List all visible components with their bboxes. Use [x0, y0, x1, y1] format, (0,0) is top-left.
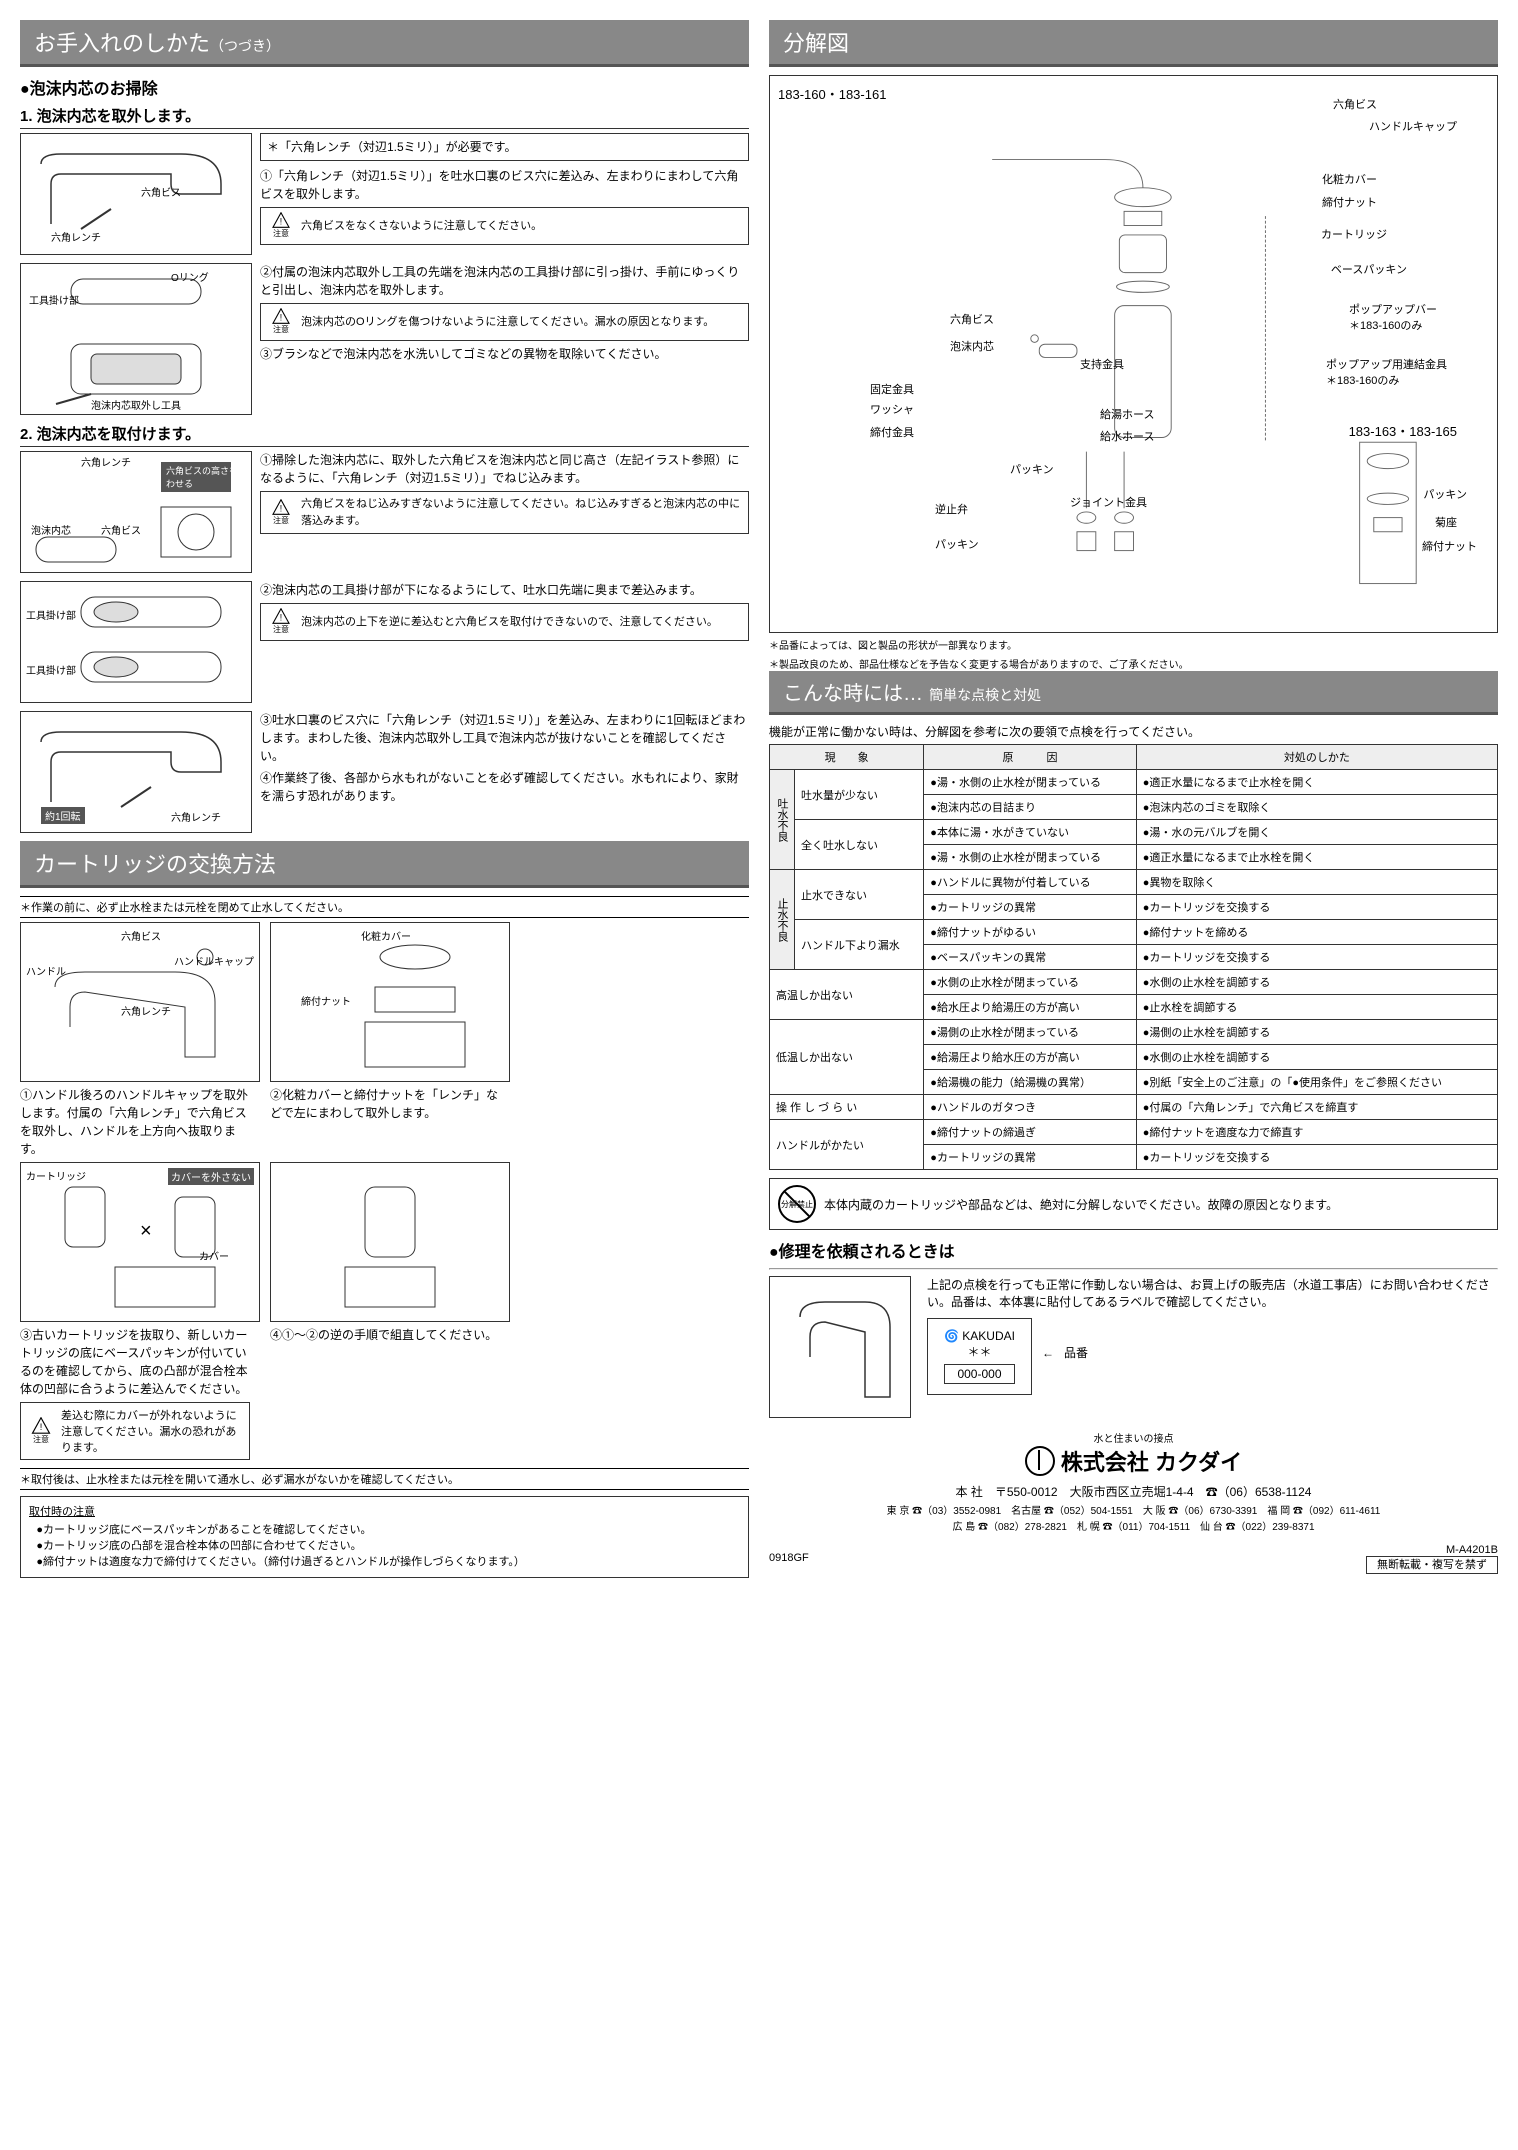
table-row: ハンドルがかたい締付ナットの締過ぎ締付ナットを適度な力で締直す [770, 1120, 1498, 1145]
exploded-note-2: ＊製品改良のため、部品仕様などを予告なく変更する場合がありますので、ご了承くださ… [769, 656, 1498, 671]
mount-note-item: カートリッジ底の凸部を混合栓本体の凹部に合わせてください。 [43, 1537, 740, 1553]
exploded-diagram: 183-160・183-161 六角ビス ハンドルキャップ 化粧カバー 締付ナッ… [769, 75, 1498, 633]
footer-code: 0918GF [769, 1552, 809, 1564]
doc-number: M-A4201B [1366, 1544, 1498, 1556]
step2-diagram-1: 六角レンチ 六角ビスの高さを合わせる 泡沫内芯 六角ビス [20, 451, 252, 573]
cartridge-inst4: ④①〜②の逆の手順で組直してください。 [270, 1326, 500, 1344]
cartridge-pre-note: ＊作業の前に、必ず止水栓または元栓を閉めて止水してください。 [20, 896, 749, 918]
step1-text3: ③ブラシなどで泡沫内芯を水洗いしてゴミなどの異物を取除いてください。 [260, 345, 749, 363]
cartridge-diagram-3: × カートリッジ カバーを外さない カバー [20, 1162, 260, 1322]
cartridge-diagram-1: ハンドル 六角ビス ハンドルキャップ 六角レンチ [20, 922, 260, 1082]
step2-text4: ④作業終了後、各部から水もれがないことを必ず確認してください。水もれにより、家財… [260, 769, 749, 805]
cartridge-diagram-4 [270, 1162, 510, 1322]
table-row: 全く吐水しない本体に湯・水がきていない湯・水の元バルブを開く [770, 820, 1498, 845]
step2-text3: ③吐水口裏のビス穴に「六角レンチ（対辺1.5ミリ）」を差込み、左まわりに1回転ほ… [260, 711, 749, 765]
step1-caution1: !注意 六角ビスをなくさないように注意してください。 [260, 207, 749, 245]
pn-label: 品番 [1064, 1344, 1088, 1361]
step1-title: 1. 泡沫内芯を取外します。 [20, 105, 749, 129]
cartridge-after-note: ＊取付後は、止水栓または元栓を開いて通水し、必ず漏水がないかを確認してください。 [20, 1468, 749, 1490]
exploded-note-1: ＊品番によっては、図と製品の形状が一部異なります。 [769, 637, 1498, 652]
cartridge-inst1: ①ハンドル後ろのハンドルキャップを取外します。付属の「六角レンチ」で六角ビスを取… [20, 1086, 250, 1158]
step1-caution2: !注意 泡沫内芯のOリングを傷つけないように注意してください。漏水の原因となりま… [260, 303, 749, 341]
table-row: 高温しか出ない水側の止水栓が閉まっている水側の止水栓を調節する [770, 970, 1498, 995]
trouble-lead: 機能が正常に働かない時は、分解図を参考に次の要領で点検を行ってください。 [769, 723, 1498, 740]
step2-diagram-2: 工具掛け部 工具掛け部 [20, 581, 252, 703]
cartridge-inst2: ②化粧カバーと締付ナットを「レンチ」などで左にまわして取外します。 [270, 1086, 500, 1122]
table-row: 低温しか出ない湯側の止水栓が閉まっている湯側の止水栓を調節する [770, 1020, 1498, 1045]
cartridge-diagram-2: 化粧カバー 締付ナット [270, 922, 510, 1082]
nocopy-label: 無断転載・複写を禁ず [1366, 1556, 1498, 1574]
tool-required-note: ＊「六角レンチ（対辺1.5ミリ）」が必要です。 [260, 133, 749, 161]
trouble-table: 現 象 原 因 対処のしかた 吐水不良吐水量が少ない湯・水側の止水栓が閉まってい… [769, 744, 1498, 1170]
step1-diagram-2: 工具掛け部 Oリング 泡沫内芯取外し工具 [20, 263, 252, 415]
svg-text:!: ! [280, 503, 282, 513]
step2-text2: ②泡沫内芯の工具掛け部が下になるようにして、吐水口先端に奥まで差込みます。 [260, 581, 749, 599]
repair-faucet-diagram [769, 1276, 911, 1418]
repair-text: 上記の点検を行っても正常に作動しない場合は、お買上げの販売店（水道工事店）にお問… [927, 1276, 1498, 1310]
svg-text:!: ! [280, 216, 282, 226]
svg-text:!: ! [40, 1422, 43, 1432]
step2-text1: ①掃除した泡沫内芯に、取外した六角ビスを泡沫内芯と同じ高さ（左記イラスト参照）に… [260, 451, 749, 487]
step2-caution2: !注意 泡沫内芯の上下を逆に差込むと六角ビスを取付けできないので、注意してくださ… [260, 603, 749, 641]
cartridge-caution3: !注意 差込む際にカバーが外れないように注意してください。漏水の恐れがあります。 [20, 1402, 250, 1460]
exploded-title: 分解図 [769, 20, 1498, 67]
company-logo-icon [1025, 1446, 1055, 1476]
table-row: 吐水不良吐水量が少ない湯・水側の止水栓が閉まっている適正水量になるまで止水栓を開… [770, 770, 1498, 795]
svg-text:×: × [140, 1220, 152, 1242]
step1-diagram-1: 六角ビス 六角レンチ [20, 133, 252, 255]
svg-text:!: ! [280, 612, 282, 622]
company-block: 水と住まいの接点 株式会社 カクダイ 本 社 〒550-0012 大阪市西区立売… [769, 1430, 1498, 1500]
step2-caution1: !注意 六角ビスをねじ込みすぎないように注意してください。ねじ込みすぎると泡沫内… [260, 491, 749, 534]
disassembly-prohibit: 分解禁止 本体内蔵のカートリッジや部品などは、絶対に分解しないでください。故障の… [769, 1178, 1498, 1230]
step1-text2: ②付属の泡沫内芯取外し工具の先端を泡沫内芯の工具掛け部に引っ掛け、手前にゆっくり… [260, 263, 749, 299]
repair-heading: 修理を依頼されるときは [769, 1238, 1498, 1262]
cartridge-inst3: ③古いカートリッジを抜取り、新しいカートリッジの底にベースパッキンが付いているの… [20, 1326, 250, 1398]
table-row: ハンドル下より漏水締付ナットがゆるい締付ナットを締める [770, 920, 1498, 945]
maintenance-title: お手入れのしかた（つづき） [20, 20, 749, 67]
table-row: 操 作 し づ ら いハンドルのガタつき付属の「六角レンチ」で六角ビスを締直す [770, 1095, 1498, 1120]
aerator-cleaning-heading: 泡沫内芯のお掃除 [20, 75, 749, 99]
svg-text:!: ! [280, 312, 282, 322]
product-label-sample: 🌀 KAKUDAI ＊＊ 000-000 [927, 1318, 1032, 1395]
cartridge-title: カートリッジの交換方法 [20, 841, 749, 888]
step2-title: 2. 泡沫内芯を取付けます。 [20, 423, 749, 447]
trouble-title: こんな時には… 簡単な点検と対処 [769, 671, 1498, 715]
branch-contacts: 東 京 ☎（03）3552-0981 名古屋 ☎（052）504-1551 大 … [769, 1504, 1498, 1536]
step1-text1: ①「六角レンチ（対辺1.5ミリ）」を吐水口裏のビス穴に差込み、左まわりにまわして… [260, 167, 749, 203]
mount-note-item: 締付ナットは適度な力で締付けてください。（締付け過ぎるとハンドルが操作しづらくな… [43, 1553, 740, 1569]
step2-diagram-3: 約1回転 六角レンチ [20, 711, 252, 833]
mount-note-item: カートリッジ底にベースパッキンがあることを確認してください。 [43, 1521, 740, 1537]
mount-notes-box: 取付時の注意 カートリッジ底にベースパッキンがあることを確認してください。カート… [20, 1496, 749, 1578]
table-row: 止水不良止水できないハンドルに異物が付着している異物を取除く [770, 870, 1498, 895]
